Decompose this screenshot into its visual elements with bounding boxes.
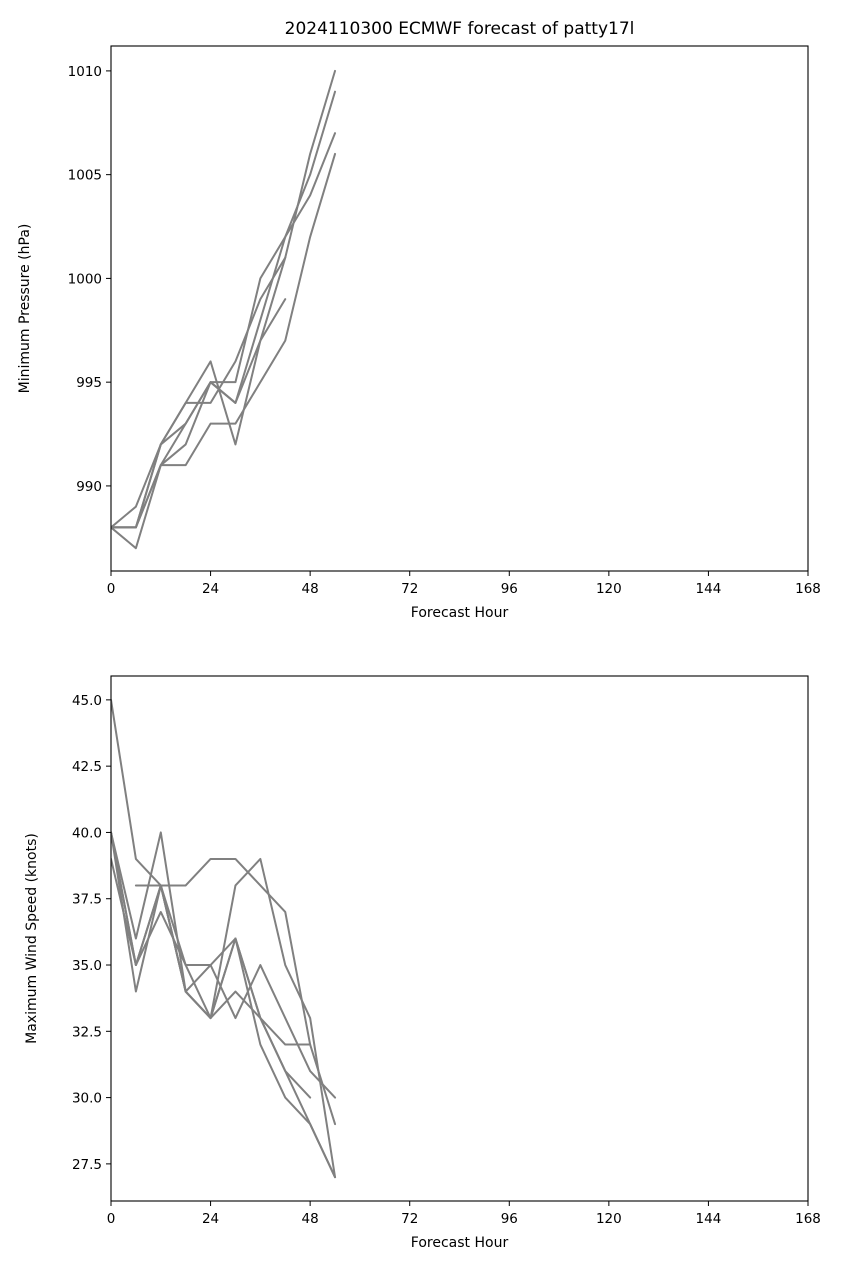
chart-2-ytick-label-3: 35.0 xyxy=(72,958,102,974)
chart-2-xtick-label-48: 48 xyxy=(302,1211,319,1227)
chart-2-plot-frame xyxy=(110,675,809,1202)
chart-1-xtick-label-0: 0 xyxy=(107,581,116,597)
chart-2-ytick-label-7: 45.0 xyxy=(72,693,102,709)
chart-2-ytick-label-5: 40.0 xyxy=(72,825,102,841)
chart-1-x-axis-label: Forecast Hour xyxy=(411,605,509,621)
chart-2-xtick-label-168: 168 xyxy=(795,1211,821,1227)
chart-1-ytick-label-0: 990 xyxy=(76,479,102,495)
chart-1-series-2-line xyxy=(111,90,337,529)
chart-1-plot-frame xyxy=(110,45,809,572)
chart-2-xtick-label-144: 144 xyxy=(696,1211,722,1227)
chart-2-ytick-label-2: 32.5 xyxy=(72,1024,102,1040)
chart-2-xtick-label-72: 72 xyxy=(401,1211,418,1227)
chart-1-xtick-label-72: 72 xyxy=(401,581,418,597)
chart-2-x-axis-label: Forecast Hour xyxy=(411,1235,509,1251)
chart-1-group: 0 24 48 72 96 120 144 168 990 995 1000 1005 1010 Fore… xyxy=(17,19,821,621)
chart-1-xtick-label-24: 24 xyxy=(202,581,219,597)
chart-2-series-3-line xyxy=(111,831,337,1099)
chart-2-series-4-line xyxy=(111,857,337,1179)
chart-1-ytick-label-3: 1005 xyxy=(68,168,102,184)
chart-1-series-group xyxy=(111,69,337,550)
chart-1-xtick-label-96: 96 xyxy=(501,581,518,597)
chart-1-xtick-label-144: 144 xyxy=(696,581,722,597)
chart-2-xtick-label-96: 96 xyxy=(501,1211,518,1227)
chart-2-xtick-label-0: 0 xyxy=(107,1211,116,1227)
chart-2-ytick-label-1: 30.0 xyxy=(72,1091,102,1107)
chart-1-xtick-label-120: 120 xyxy=(596,581,622,597)
chart-1-xtick-label-48: 48 xyxy=(302,581,319,597)
chart-2-series-7-line xyxy=(111,831,312,1099)
chart-1-ytick-label-1: 995 xyxy=(76,375,102,391)
chart-2-xtick-label-120: 120 xyxy=(596,1211,622,1227)
chart-2-ytick-label-0: 27.5 xyxy=(72,1157,102,1173)
chart-1-y-axis-label: Minimum Pressure (hPa) xyxy=(17,224,33,394)
chart-2-group: 0 24 48 72 96 120 144 168 27.5 30.0 32.5 35.0 37.5 40… xyxy=(24,675,821,1251)
chart-2-y-axis-label: Maximum Wind Speed (knots) xyxy=(24,833,40,1044)
chart-1-series-3-line xyxy=(111,152,337,550)
chart-1-series-1-line xyxy=(111,69,337,529)
chart-2-ytick-label-6: 42.5 xyxy=(72,759,102,775)
chart-2-series-5-line xyxy=(134,857,337,1126)
chart-2-series-group xyxy=(111,698,337,1179)
chart-1-xtick-label-168: 168 xyxy=(795,581,821,597)
chart-1-series-6-line xyxy=(111,298,287,529)
chart-2-xtick-label-24: 24 xyxy=(202,1211,219,1227)
chart-2-ytick-label-4: 37.5 xyxy=(72,892,102,908)
chart-1-ytick-label-4: 1010 xyxy=(68,64,102,80)
chart-1-series-5-line xyxy=(111,256,287,529)
chart-1-ytick-label-2: 1000 xyxy=(68,271,102,287)
chart-1-title: 2024110300 ECMWF forecast of patty17l xyxy=(285,19,635,39)
